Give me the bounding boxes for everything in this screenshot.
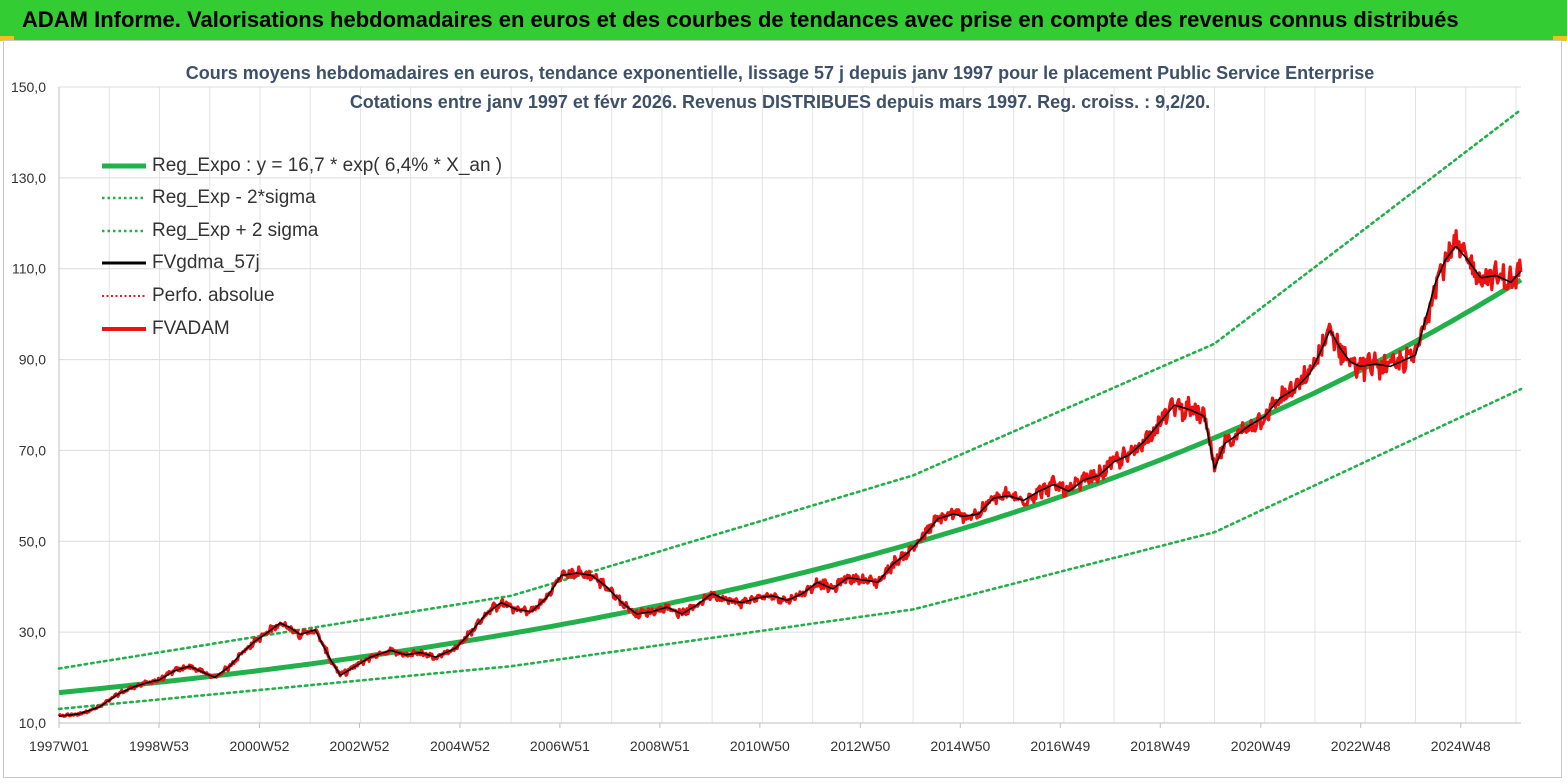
legend-label: Reg_Exp + 2 sigma <box>152 220 319 241</box>
series-fvgdma-57j <box>58 245 1522 717</box>
x-tick-label: 2004W52 <box>430 738 490 754</box>
y-tick-label: 70,0 <box>19 442 46 458</box>
x-tick-label: 2024W48 <box>1431 738 1491 754</box>
legend-item-fvgdma: FVgdma_57j <box>100 249 520 279</box>
x-tick-label: 2018W49 <box>1130 738 1190 754</box>
legend-swatch-perfo <box>102 295 146 297</box>
chart-title-line2: Cotations entre janv 1997 et févr 2026. … <box>349 92 1211 112</box>
legend-label: FVgdma_57j <box>152 252 260 273</box>
legend-swatch-fvadam <box>102 327 146 331</box>
legend-item-fvadam: FVADAM <box>100 315 520 345</box>
legend-swatch-reg-exp-minus <box>102 196 146 200</box>
report-banner: ADAM Informe. Valorisations hebdomadaire… <box>0 0 1567 40</box>
legend-swatch-reg-expo <box>102 163 146 169</box>
x-tick-label: 2008W51 <box>630 738 690 754</box>
y-tick-label: 150,0 <box>11 79 46 95</box>
y-tick-label: 90,0 <box>19 352 46 368</box>
legend-item-reg-exp-plus: Reg_Exp + 2 sigma <box>100 217 520 247</box>
legend-item-reg-expo: Reg_Expo : y = 16,7 * exp( 6,4% * X_an ) <box>100 152 520 182</box>
corner-mark-left <box>0 36 14 41</box>
x-tick-label: 2012W50 <box>830 738 890 754</box>
legend-label: FVADAM <box>152 318 230 339</box>
axis-labels: 10,0 30,0 50,0 70,0 90,0 110,0 130,0 150,0 1997W… <box>11 79 1491 754</box>
y-tick-label: 130,0 <box>11 170 46 186</box>
x-tick-label: 1997W01 <box>29 738 89 754</box>
x-tick-label: 2002W52 <box>329 738 389 754</box>
x-tick-label: 1998W53 <box>129 738 189 754</box>
series-layer <box>57 108 1523 718</box>
series-reg-expo <box>58 277 1523 696</box>
legend-item-perfo: Perfo. absolue <box>100 282 520 312</box>
corner-mark-right <box>1553 36 1567 41</box>
x-tick-label: 2022W48 <box>1331 738 1391 754</box>
x-tick-label: 2000W52 <box>229 738 289 754</box>
legend-swatch-reg-exp-plus <box>102 229 146 233</box>
x-tick-label: 2016W49 <box>1030 738 1090 754</box>
x-tick-label: 2010W50 <box>730 738 790 754</box>
legend-label: Reg_Expo : y = 16,7 * exp( 6,4% * X_an ) <box>152 155 503 176</box>
y-tick-label: 110,0 <box>12 261 46 277</box>
chart-grid <box>58 86 1521 728</box>
y-tick-label: 50,0 <box>19 533 46 549</box>
legend-label: Reg_Exp - 2*sigma <box>152 187 316 208</box>
x-tick-label: 2014W50 <box>930 738 990 754</box>
x-tick-label: 2006W51 <box>530 738 590 754</box>
legend-label: Perfo. absolue <box>152 285 275 306</box>
report-title: ADAM Informe. Valorisations hebdomadaire… <box>22 7 1459 32</box>
series-reg-exp-minus-2sigma <box>57 387 1523 711</box>
y-tick-label: 30,0 <box>19 624 46 640</box>
chart-title-line1: Cours moyens hebdomadaires en euros, ten… <box>185 63 1375 83</box>
legend-item-reg-exp-minus: Reg_Exp - 2*sigma <box>100 184 520 214</box>
legend-swatch-fvgdma <box>102 261 146 265</box>
chart-frame <box>3 40 1562 778</box>
x-tick-label: 2020W49 <box>1231 738 1291 754</box>
y-tick-label: 10,0 <box>19 715 46 731</box>
